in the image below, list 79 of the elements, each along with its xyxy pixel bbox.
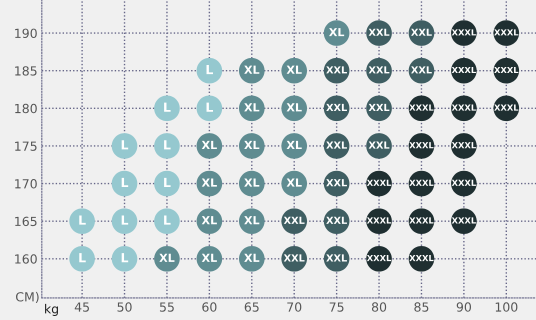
text: XXXL	[452, 180, 476, 186]
text: XL	[244, 103, 260, 112]
x-tick-label: 85	[414, 302, 428, 312]
x-tick-label: 60	[202, 302, 216, 312]
text: XXXL	[409, 104, 434, 111]
y-tick-label: 180	[15, 104, 37, 114]
x-tick-label: 90	[456, 302, 472, 312]
text: L	[79, 216, 86, 225]
y-tick-label: 185	[15, 66, 37, 76]
text: XXXL	[409, 142, 434, 148]
text: XL	[329, 28, 344, 36]
text: XXL	[326, 179, 347, 186]
text: XL	[286, 103, 302, 112]
text: XL	[202, 254, 217, 262]
text: XXXL	[452, 104, 476, 111]
text: L	[122, 216, 128, 225]
series-label: XL	[202, 178, 217, 187]
text: L	[164, 216, 171, 225]
x-tick-label: 70	[287, 302, 302, 312]
text: XXL	[326, 104, 347, 112]
x-tick-label: 75	[330, 302, 344, 312]
text: XXXL	[494, 104, 518, 111]
text: XL	[159, 254, 174, 262]
text: XXXL	[366, 180, 392, 186]
text: L	[122, 253, 128, 262]
text: XXL	[368, 104, 390, 112]
text: XL	[202, 216, 217, 224]
text: XXL	[326, 216, 347, 224]
text: XL	[286, 140, 302, 150]
y-tick-label: 175	[15, 142, 37, 151]
text: XL	[244, 216, 260, 224]
text: XXL	[368, 142, 390, 149]
x-tick-label: 45	[74, 302, 89, 312]
text: XXL	[368, 66, 390, 74]
x-tick-label: 50	[118, 302, 132, 312]
text: XL	[244, 254, 260, 262]
y-axis-title: CM)	[16, 292, 39, 304]
x-tick-label: 100	[496, 302, 518, 312]
text: XL	[202, 140, 217, 150]
text: XXL	[326, 66, 347, 74]
series-label: XXL	[284, 254, 305, 262]
series-label: L	[122, 140, 128, 150]
y-tick-label: 190	[15, 28, 37, 38]
x-tick-label: 55	[160, 302, 174, 312]
y-tick-label: 165	[15, 216, 37, 226]
text: XXXL	[366, 217, 392, 224]
text: XXXL	[452, 217, 476, 224]
text: XXL	[284, 216, 305, 224]
text: XXXL	[494, 29, 518, 36]
text: XXXL	[452, 142, 476, 148]
text: XXL	[326, 254, 347, 262]
text: XXL	[326, 142, 347, 149]
text: XXXL	[494, 66, 518, 74]
text: XL	[286, 66, 302, 74]
text: XL	[244, 140, 260, 150]
text: XXXL	[409, 180, 434, 186]
x-axis-title: kg	[45, 304, 58, 316]
text: L	[206, 102, 214, 112]
text: XXXL	[452, 29, 476, 36]
text: L	[206, 65, 214, 74]
text: L	[122, 178, 128, 188]
text: XXXL	[366, 255, 392, 262]
text: XXXL	[409, 255, 434, 262]
series-label: XXXL	[452, 66, 476, 74]
text: L	[164, 140, 171, 150]
text: XXL	[411, 28, 432, 36]
text: XL	[244, 178, 260, 187]
x-tick-label: 65	[244, 302, 259, 312]
text: L	[79, 253, 86, 262]
text: L	[164, 102, 171, 112]
x-tick-label: 80	[372, 302, 386, 312]
y-tick-label: 160	[15, 254, 37, 264]
text: XXL	[368, 28, 390, 36]
text: XL	[286, 178, 302, 187]
text: XXXL	[409, 217, 434, 224]
text: XL	[244, 66, 260, 74]
text: XXL	[411, 66, 432, 74]
y-tick-label: 170	[15, 179, 37, 188]
text: L	[164, 178, 171, 188]
